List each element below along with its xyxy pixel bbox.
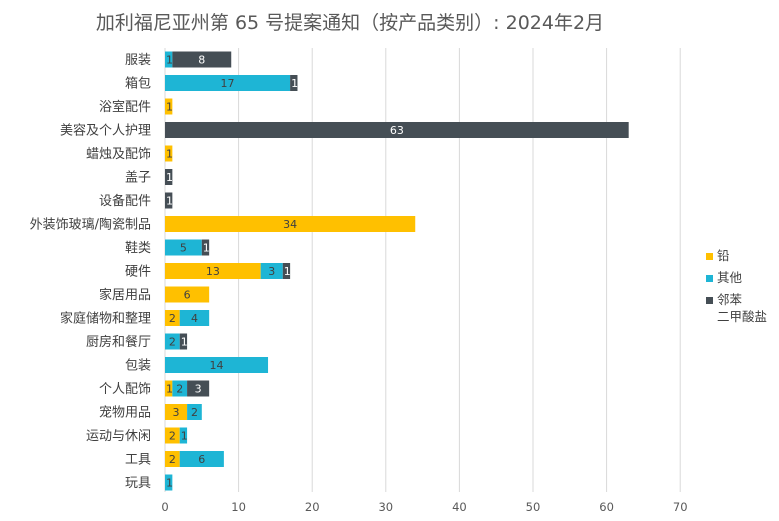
x-tick-label: 50 <box>526 500 541 514</box>
legend-label: 邻苯二甲酸盐 <box>717 292 767 324</box>
category-label: 玩具 <box>125 476 151 491</box>
category-label: 工具 <box>125 453 151 468</box>
category-label: 宠物用品 <box>99 405 151 421</box>
data-label: 17 <box>221 77 235 90</box>
data-label: 3 <box>173 406 180 419</box>
data-label: 6 <box>184 289 191 302</box>
bar-segment <box>172 380 188 397</box>
bar-segment <box>282 263 291 279</box>
legend-label: 其他 <box>717 270 743 285</box>
data-label: 1 <box>291 77 298 90</box>
bar-segment <box>179 451 224 467</box>
bar-segment <box>165 145 173 162</box>
data-label: 2 <box>169 312 176 325</box>
category-label: 服装 <box>125 53 151 68</box>
data-label: 14 <box>210 359 224 372</box>
bar-segment <box>165 380 173 397</box>
data-label: 1 <box>166 171 173 184</box>
data-label: 1 <box>181 430 188 443</box>
data-label: 1 <box>166 148 173 161</box>
x-tick-label: 20 <box>305 500 320 514</box>
category-label: 盖子 <box>125 171 151 186</box>
category-label: 包装 <box>125 359 151 374</box>
data-label: 63 <box>390 124 404 137</box>
category-label: 硬件 <box>125 265 151 280</box>
legend-swatch <box>706 297 713 304</box>
bar-segment <box>179 427 188 444</box>
category-label: 外装饰玻璃/陶瓷制品 <box>30 217 151 233</box>
data-label: 1 <box>166 101 173 114</box>
category-label: 蜡烛及配饰 <box>86 147 151 162</box>
category-label: 家庭储物和整理 <box>60 311 151 327</box>
bar-segment <box>165 404 188 420</box>
bar-segment <box>165 357 269 373</box>
data-label: 34 <box>283 218 297 231</box>
category-label: 厨房和餐厅 <box>86 334 151 350</box>
bar-segment <box>179 333 188 350</box>
x-tick-label: 30 <box>378 500 393 514</box>
data-label: 8 <box>198 54 205 67</box>
legend-label: 铅 <box>717 248 730 263</box>
category-label: 设备配件 <box>99 193 151 209</box>
category-label: 箱包 <box>125 76 151 92</box>
data-label: 1 <box>166 383 173 396</box>
bar-segment <box>165 216 416 232</box>
data-label: 1 <box>166 477 173 490</box>
category-label: 个人配饰 <box>99 382 151 397</box>
bar-segment <box>187 380 210 397</box>
x-tick-label: 0 <box>161 500 168 514</box>
legend-swatch <box>706 275 713 282</box>
bar-segment <box>201 239 210 256</box>
category-label: 运动与休闲 <box>86 429 151 444</box>
category-label: 家居用品 <box>99 287 151 303</box>
bar-segment <box>165 451 180 467</box>
bar-segment <box>165 286 210 303</box>
bar-segment <box>165 333 180 350</box>
x-tick-label: 40 <box>452 500 467 514</box>
bar-segment <box>165 427 180 444</box>
x-tick-label: 10 <box>231 500 246 514</box>
bar-segment <box>165 75 291 91</box>
bar-segment <box>165 122 629 138</box>
category-label: 美容及个人护理 <box>60 123 151 139</box>
bar-segment <box>165 474 173 491</box>
bar-segment <box>179 310 210 326</box>
data-label: 5 <box>180 242 187 255</box>
data-label: 1 <box>284 265 291 278</box>
data-label: 2 <box>169 336 176 349</box>
x-tick-label: 70 <box>673 500 688 514</box>
bar-segment <box>260 263 283 279</box>
data-label: 2 <box>169 430 176 443</box>
data-label: 6 <box>198 453 205 466</box>
bar-segment <box>165 263 261 279</box>
data-label: 3 <box>268 265 275 278</box>
bar-segment <box>165 310 180 326</box>
data-label: 1 <box>166 54 173 67</box>
category-label: 鞋类 <box>125 240 151 256</box>
data-label: 13 <box>206 265 220 278</box>
bar-segment <box>165 192 173 209</box>
legend-swatch <box>706 253 713 260</box>
bar-segment <box>165 98 173 115</box>
data-label: 2 <box>176 383 183 396</box>
data-label: 3 <box>195 383 202 396</box>
bar-segment <box>165 239 202 256</box>
data-label: 4 <box>191 312 198 325</box>
bar-segment <box>290 75 298 91</box>
chart-title: 加利福尼亚州第 65 号提案通知（按产品类别）: 2024年2月 <box>95 12 605 34</box>
bar-segment <box>172 51 232 68</box>
bar-segment <box>187 404 202 420</box>
data-label: 1 <box>203 242 210 255</box>
bar-segment <box>165 51 173 68</box>
category-label: 浴室配件 <box>99 99 151 115</box>
bar-segment <box>165 169 173 185</box>
x-tick-label: 60 <box>599 500 614 514</box>
data-label: 1 <box>181 336 188 349</box>
data-label: 1 <box>166 195 173 208</box>
data-label: 2 <box>191 406 198 419</box>
data-label: 2 <box>169 453 176 466</box>
